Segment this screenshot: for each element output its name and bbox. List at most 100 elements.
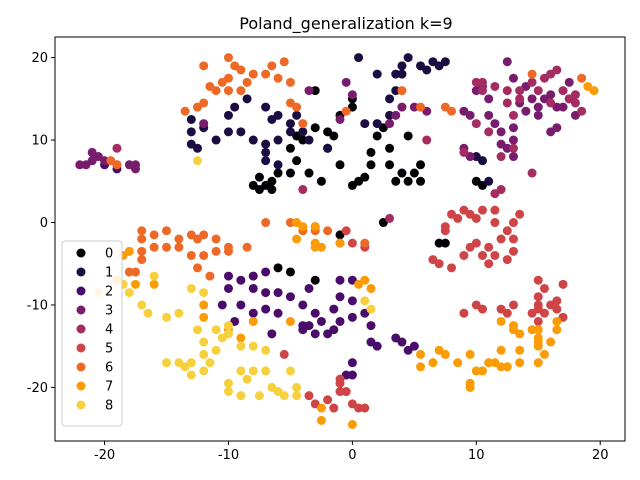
data-point bbox=[335, 160, 345, 170]
data-point bbox=[564, 77, 574, 87]
y-tick-label: 0 bbox=[40, 216, 48, 231]
data-point bbox=[285, 316, 295, 326]
data-point bbox=[261, 102, 271, 112]
data-point bbox=[242, 77, 252, 87]
data-point bbox=[502, 308, 512, 318]
data-point bbox=[186, 283, 196, 293]
data-point bbox=[428, 255, 438, 265]
data-point bbox=[236, 341, 246, 351]
data-point bbox=[273, 135, 283, 145]
data-point bbox=[546, 90, 556, 100]
data-point bbox=[459, 308, 469, 318]
data-point bbox=[360, 238, 370, 248]
data-point bbox=[397, 337, 407, 347]
data-point bbox=[354, 279, 364, 289]
data-point bbox=[397, 168, 407, 178]
data-point bbox=[508, 123, 518, 133]
data-point bbox=[539, 308, 549, 318]
data-point bbox=[372, 341, 382, 351]
data-point bbox=[484, 242, 494, 252]
data-point bbox=[223, 321, 233, 331]
data-point bbox=[558, 102, 568, 112]
data-point bbox=[471, 213, 481, 223]
y-tick-label: -20 bbox=[27, 381, 48, 396]
data-point bbox=[508, 143, 518, 153]
data-point bbox=[447, 263, 457, 273]
data-point bbox=[180, 106, 190, 116]
data-point bbox=[199, 119, 209, 129]
data-point bbox=[298, 119, 308, 129]
data-point bbox=[570, 98, 580, 108]
data-point bbox=[193, 156, 202, 166]
y-tick-label: 10 bbox=[31, 134, 48, 149]
data-point bbox=[440, 238, 450, 248]
data-point bbox=[515, 358, 525, 368]
data-point bbox=[292, 156, 302, 166]
data-point bbox=[347, 358, 357, 368]
data-point bbox=[397, 86, 407, 96]
data-point bbox=[298, 185, 308, 195]
data-point bbox=[391, 110, 401, 120]
data-point bbox=[242, 242, 252, 252]
data-point bbox=[422, 135, 432, 145]
data-point bbox=[416, 102, 426, 112]
data-point bbox=[508, 246, 518, 256]
legend-label: 1 bbox=[105, 266, 113, 281]
data-point bbox=[261, 139, 271, 149]
data-point bbox=[552, 316, 562, 326]
data-point bbox=[261, 218, 271, 228]
data-point bbox=[316, 316, 326, 326]
series-6 bbox=[106, 53, 587, 281]
data-point bbox=[354, 403, 364, 413]
y-tick-label: -10 bbox=[27, 298, 48, 313]
data-point bbox=[403, 53, 413, 63]
data-point bbox=[527, 308, 537, 318]
data-point bbox=[292, 391, 302, 401]
data-point bbox=[496, 345, 506, 355]
data-point bbox=[335, 374, 345, 384]
x-tick-label: -10 bbox=[218, 448, 239, 463]
data-point bbox=[124, 246, 134, 256]
data-point bbox=[261, 304, 271, 314]
data-point bbox=[366, 160, 376, 170]
data-point bbox=[508, 152, 518, 162]
data-point bbox=[465, 382, 475, 392]
data-point bbox=[292, 102, 302, 112]
data-point bbox=[329, 304, 339, 314]
x-tick-label: 10 bbox=[468, 448, 485, 463]
data-point bbox=[496, 316, 506, 326]
data-point bbox=[236, 127, 246, 137]
data-point bbox=[502, 362, 512, 372]
data-point bbox=[310, 222, 320, 232]
data-point bbox=[347, 370, 357, 380]
data-point bbox=[323, 226, 333, 236]
data-point bbox=[583, 81, 593, 91]
data-point bbox=[248, 308, 258, 318]
x-tick-label: 0 bbox=[348, 448, 356, 463]
data-point bbox=[490, 205, 500, 215]
data-point bbox=[310, 123, 320, 133]
data-point bbox=[323, 395, 333, 405]
data-point bbox=[490, 119, 500, 129]
data-point bbox=[397, 61, 407, 71]
data-point bbox=[478, 366, 487, 376]
data-point bbox=[465, 349, 475, 359]
data-point bbox=[162, 312, 172, 322]
data-point bbox=[539, 283, 549, 293]
data-point bbox=[347, 90, 357, 100]
data-point bbox=[335, 292, 345, 302]
data-point bbox=[366, 304, 376, 314]
data-point bbox=[533, 316, 543, 326]
data-point bbox=[341, 77, 351, 87]
data-point bbox=[577, 73, 587, 83]
data-point bbox=[261, 288, 271, 298]
data-point bbox=[316, 415, 326, 425]
data-point bbox=[285, 366, 295, 376]
data-point bbox=[465, 242, 475, 252]
data-point bbox=[186, 127, 196, 137]
data-point bbox=[223, 271, 233, 281]
data-point bbox=[341, 106, 351, 116]
data-point bbox=[273, 288, 283, 298]
legend: 0 1 2 3 4 5 6 7 8 bbox=[61, 240, 123, 427]
